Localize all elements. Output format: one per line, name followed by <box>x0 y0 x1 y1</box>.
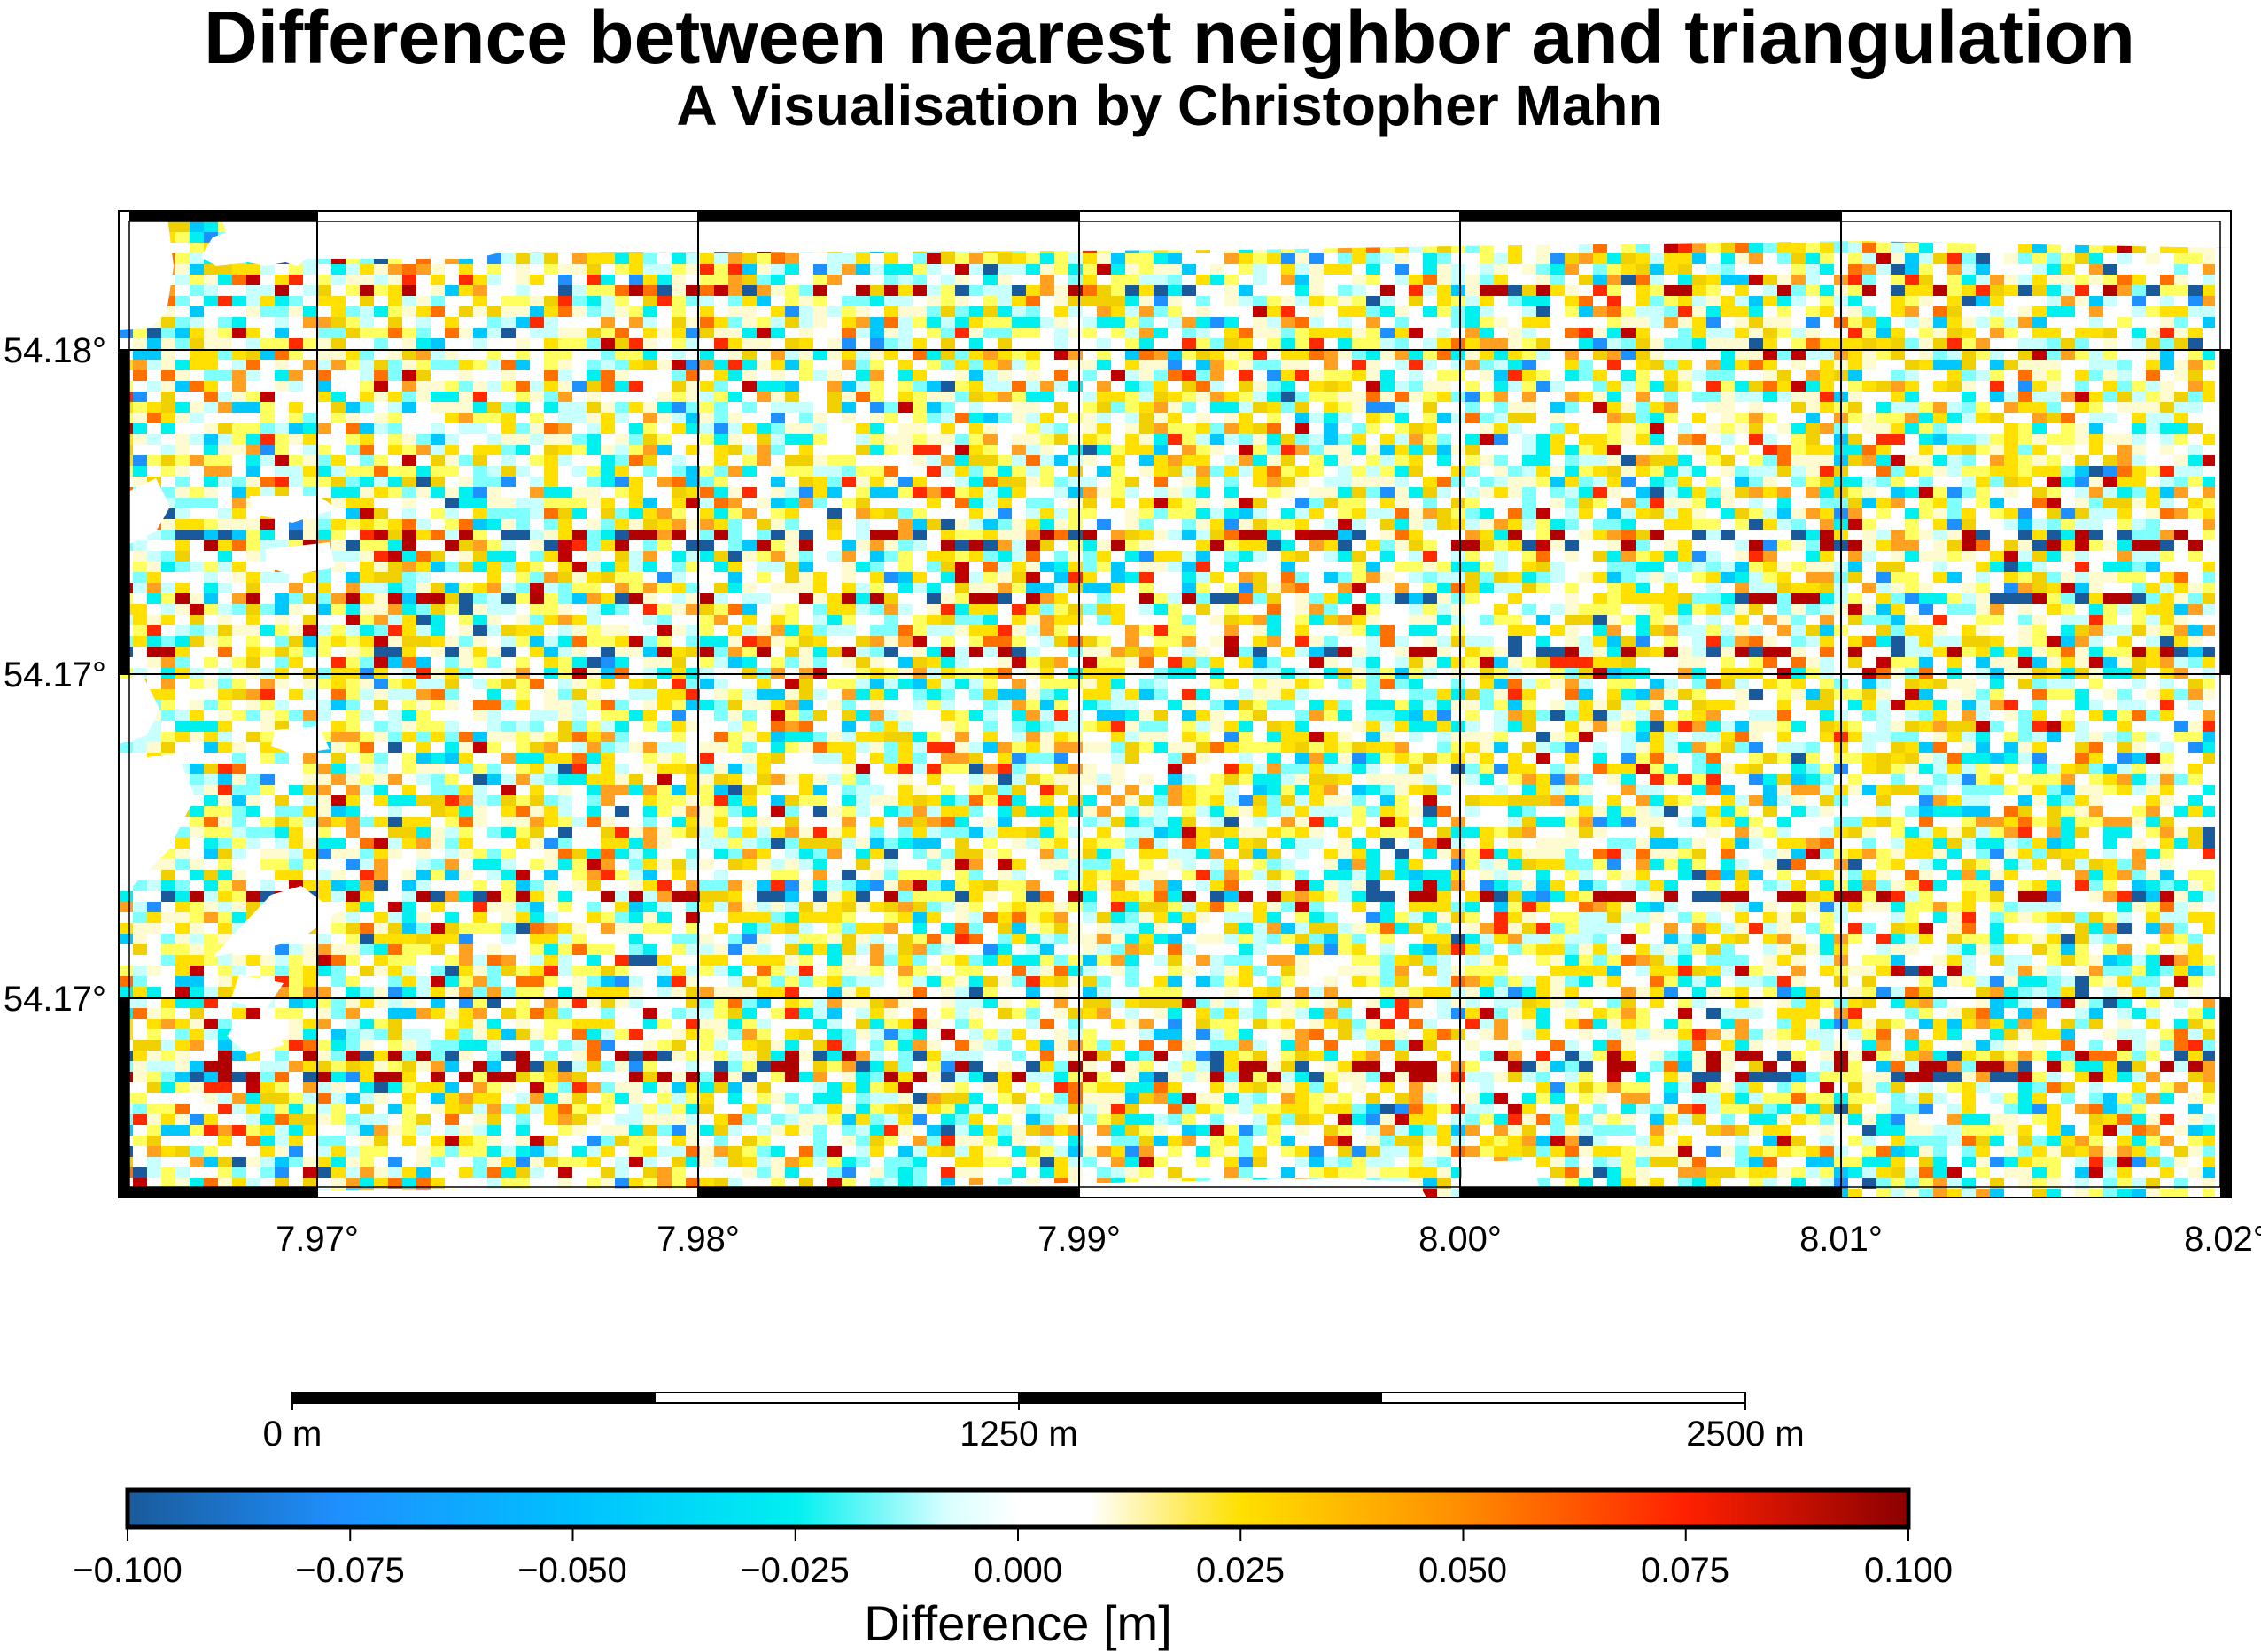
x-tick-label: 7.97° <box>276 1220 359 1259</box>
colorbar-tick-label: −0.075 <box>295 1551 404 1590</box>
x-tick-label: 7.98° <box>657 1220 740 1259</box>
longitude-tick-labels: 7.97° 7.98° 7.99° 8.00° 8.01° 8.02° <box>276 1220 2261 1259</box>
colorbar-tick-label: 0.075 <box>1641 1551 1729 1590</box>
map-frame <box>118 210 2232 1198</box>
colorbar-tick-label: −0.050 <box>517 1551 626 1590</box>
y-tick-label: 54.17° <box>4 655 106 694</box>
colorbar-ticks <box>127 1527 1909 1541</box>
colorbar-gradient <box>125 1487 1911 1530</box>
scale-bar-label: 0 m <box>263 1415 322 1454</box>
y-tick-label: 54.17° <box>4 980 106 1019</box>
map-subtitle: A Visualisation by Christopher Mahn <box>676 74 1663 137</box>
scale-bar-label: 2500 m <box>1686 1415 1804 1454</box>
colorbar-tick-label: −0.025 <box>740 1551 849 1590</box>
scale-bar: 0 m 1250 m 2500 m <box>263 1392 1805 1454</box>
x-tick-label: 8.00° <box>1418 1220 1502 1259</box>
colorbar-tick-label: −0.100 <box>73 1551 182 1590</box>
map-gridlines <box>119 211 2231 1198</box>
colorbar-title: Difference [m] <box>864 1595 1172 1651</box>
x-tick-label: 7.99° <box>1037 1220 1121 1259</box>
colorbar-tick-label: 0.050 <box>1418 1551 1507 1590</box>
difference-raster <box>119 211 2231 1198</box>
colorbar: −0.100 −0.075 −0.050 −0.025 0.000 0.025 … <box>73 1487 1953 1651</box>
colorbar-tick-label: 0.025 <box>1196 1551 1285 1590</box>
colorbar-tick-label: 0.100 <box>1864 1551 1953 1590</box>
colorbar-tick-label: 0.000 <box>974 1551 1062 1590</box>
scale-bar-label: 1250 m <box>960 1415 1077 1454</box>
map-title: Difference between nearest neighbor and … <box>204 0 2135 79</box>
x-tick-label: 8.01° <box>1799 1220 1883 1259</box>
latitude-tick-labels: 54.18° 54.17° 54.17° <box>4 331 106 1019</box>
y-tick-label: 54.18° <box>4 331 106 370</box>
x-tick-label: 8.02° <box>2184 1220 2261 1259</box>
no-data-areas <box>119 211 2231 1198</box>
